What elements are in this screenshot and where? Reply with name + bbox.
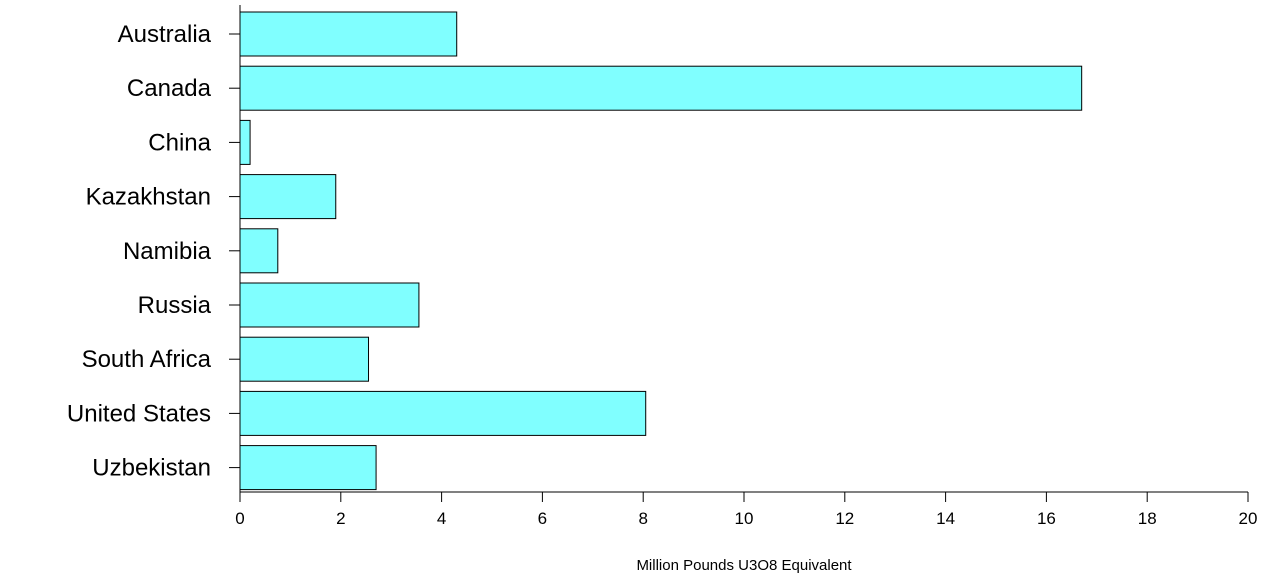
bar-russia — [239, 282, 420, 328]
bar-china — [239, 119, 251, 165]
x-tick-label-12: 12 — [835, 509, 854, 528]
x-tick-label-4: 4 — [437, 509, 446, 528]
x-axis-title: Million Pounds U3O8 Equivalent — [636, 557, 852, 574]
x-tick-label-2: 2 — [336, 509, 345, 528]
category-label-kazakhstan: Kazakhstan — [86, 184, 211, 211]
category-label-united-states: United States — [67, 400, 211, 427]
x-tick-label-10: 10 — [735, 509, 754, 528]
bar-kazakhstan — [239, 174, 337, 220]
bar-canada — [239, 65, 1083, 111]
category-label-uzbekistan: Uzbekistan — [92, 455, 211, 482]
bar-australia — [239, 11, 458, 57]
bars-group — [239, 11, 1083, 491]
bar-united-states — [239, 390, 647, 436]
bar-namibia — [239, 228, 279, 274]
x-tick-label-8: 8 — [638, 509, 647, 528]
category-ticks-group — [229, 33, 240, 469]
category-labels-group: Australia Canada China Kazakhstan Namibia Rus… — [67, 21, 212, 482]
x-tick-label-16: 16 — [1037, 509, 1056, 528]
x-tick-labels-group: 0 2 4 6 8 10 12 14 16 18 20 — [235, 509, 1257, 528]
x-tick-label-20: 20 — [1239, 509, 1258, 528]
category-label-namibia: Namibia — [123, 238, 212, 265]
category-label-china: China — [148, 129, 211, 156]
category-label-south-africa: South Africa — [82, 346, 212, 373]
x-tick-label-0: 0 — [235, 509, 244, 528]
x-tick-label-18: 18 — [1138, 509, 1157, 528]
category-label-canada: Canada — [127, 75, 212, 102]
x-tick-label-14: 14 — [936, 509, 955, 528]
bar-south-africa — [239, 336, 370, 382]
x-ticks-group — [239, 492, 1249, 502]
bar-uzbekistan — [239, 445, 377, 491]
category-label-russia: Russia — [138, 292, 212, 319]
category-label-australia: Australia — [118, 21, 212, 48]
x-tick-label-6: 6 — [538, 509, 547, 528]
